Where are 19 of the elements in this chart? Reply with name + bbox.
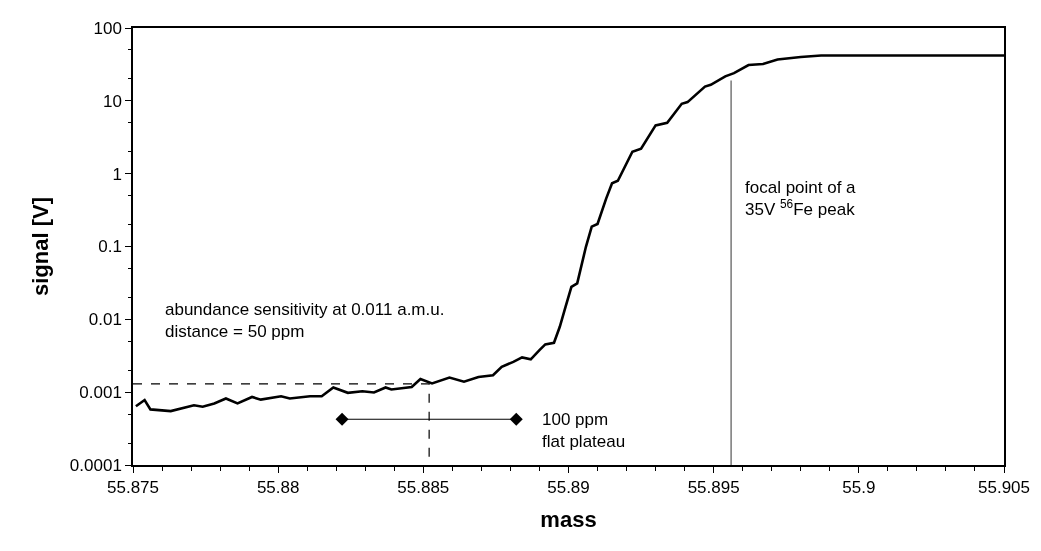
x-tick-label: 55.9: [842, 478, 876, 498]
x-axis-title: mass: [540, 506, 597, 532]
x-tick-label: 55.895: [687, 478, 740, 498]
y-tick-label: 0.01: [88, 310, 122, 330]
x-tick-label: 55.905: [978, 478, 1030, 498]
x-tick-label: 55.89: [547, 478, 590, 498]
y-tick-label: 1: [112, 164, 122, 184]
x-tick-label: 55.885: [397, 478, 450, 498]
x-tick-label: 55.875: [107, 478, 159, 498]
y-tick-label: 0.0001: [69, 455, 122, 475]
y-tick-label: 10: [102, 91, 122, 111]
annotation: 100 ppm flat plateau: [542, 410, 626, 452]
y-tick-label: 0.1: [98, 237, 122, 257]
annotation: abundance sensitivity at 0.011 a.m.u. distance = 50 ppm: [165, 300, 445, 342]
x-tick-label: 55.88: [256, 478, 300, 498]
y-tick-label: 100: [93, 18, 122, 38]
annotation: focal point of a 35V $^{56}$Fe peak: [745, 178, 857, 220]
y-tick-label: 0.001: [79, 383, 122, 403]
y-axis-title: signal [V]: [28, 196, 54, 297]
